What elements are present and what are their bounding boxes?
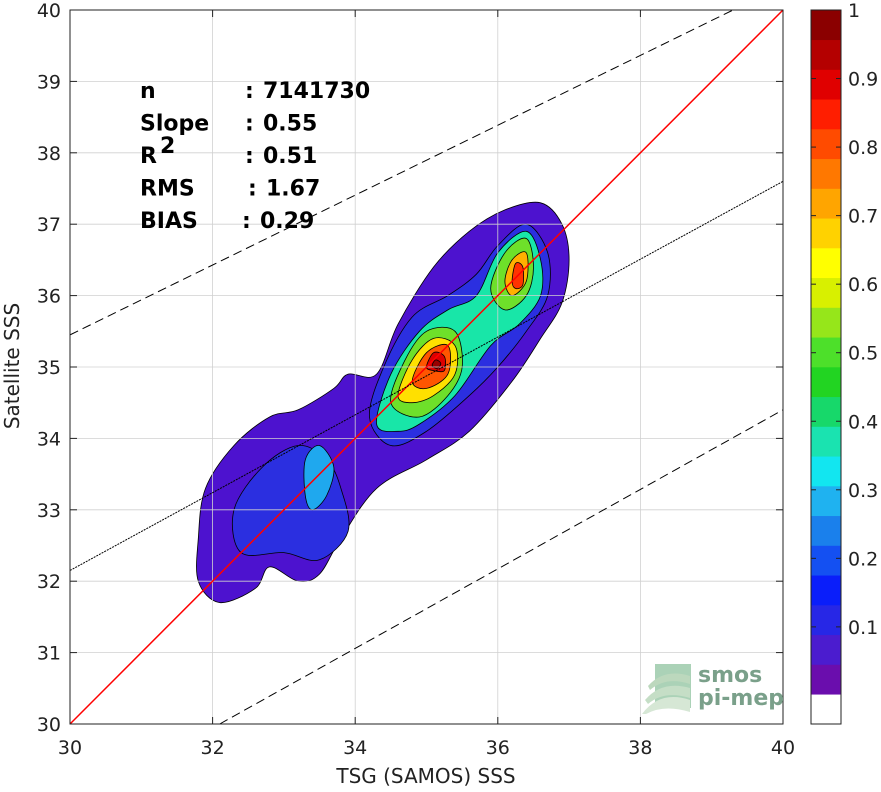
y-tick-label: 37 (37, 214, 61, 236)
x-axis-label: TSG (SAMOS) SSS (335, 764, 515, 788)
y-tick-label: 34 (37, 428, 61, 450)
lower-bound-line (219, 409, 784, 725)
stat-value: 1.67 (266, 177, 320, 202)
colorbar-tick-label: 0.7 (848, 206, 878, 228)
y-tick-label: 31 (37, 643, 61, 665)
colorbar-segment (811, 634, 841, 665)
y-tick-label: 39 (37, 71, 61, 93)
colorbar-segment (811, 307, 841, 338)
colorbar-tick-label: 0.6 (848, 274, 878, 296)
colorbar-tick-label: 0.5 (848, 343, 878, 365)
colorbar-segment (811, 218, 841, 249)
colorbar-segment (811, 396, 841, 427)
stat-label: n (140, 79, 156, 104)
colorbar-segment (811, 129, 841, 160)
logo-text-smos: smos (698, 663, 762, 688)
smos-pi-mep-logo: smos pi-mep (642, 663, 784, 714)
logo-text-pi-mep: pi-mep (698, 686, 784, 711)
x-tick-label: 34 (343, 737, 367, 759)
stat-separator: : (245, 144, 254, 169)
stat-label-superscript: 2 (160, 134, 175, 159)
colorbar: 0.1 0.2 0.3 0.4 0.5 0.6 0.7 0.8 0.9 1 (810, 0, 878, 725)
colorbar-tick-label: 0.4 (848, 411, 878, 433)
colorbar-segment (811, 99, 841, 130)
grid-lines (70, 10, 783, 724)
y-tick-label: 33 (37, 500, 61, 522)
x-tick-label: 38 (628, 737, 652, 759)
y-tick-label: 38 (37, 143, 61, 165)
regression-line (69, 180, 784, 571)
colorbar-segment (811, 188, 841, 219)
x-axis-ticks: 30 32 34 36 38 40 (58, 10, 795, 759)
stat-label: Slope (140, 112, 209, 137)
density-contours (196, 201, 570, 604)
stat-value: 0.51 (263, 144, 317, 169)
colorbar-segment (811, 605, 841, 636)
x-tick-label: 32 (201, 737, 225, 759)
colorbar-segment (811, 575, 841, 606)
logo-waves-icon (642, 664, 691, 714)
y-tick-label: 36 (37, 286, 61, 308)
stat-label: BIAS (140, 209, 198, 234)
colorbar-tick-label: 0.8 (848, 137, 878, 159)
colorbar-segment (811, 456, 841, 487)
stat-value: 0.55 (263, 112, 317, 137)
stat-label: R (140, 144, 157, 169)
colorbar-segment (811, 277, 841, 308)
identity-line (69, 9, 784, 725)
y-tick-label: 30 (37, 714, 61, 736)
colorbar-segment (811, 367, 841, 398)
stat-value: 7141730 (263, 79, 370, 104)
colorbar-segment (811, 248, 841, 279)
stat-separator: : (242, 209, 251, 234)
colorbar-segment (811, 515, 841, 546)
x-tick-label: 36 (486, 737, 510, 759)
y-tick-label: 32 (37, 571, 61, 593)
colorbar-tick-label: 1 (848, 0, 860, 22)
stat-label: RMS (140, 177, 195, 202)
colorbar-border (810, 9, 842, 725)
colorbar-segment (811, 69, 841, 100)
upper-bound-line (69, 9, 734, 336)
colorbar-segment (811, 486, 841, 517)
colorbar-tick-label: 0.2 (848, 548, 878, 570)
stat-separator: : (245, 112, 254, 137)
x-tick-label: 30 (58, 737, 82, 759)
colorbar-segment (811, 10, 841, 41)
colorbar-segment (811, 694, 841, 725)
colorbar-segment (811, 664, 841, 695)
colorbar-segment (811, 426, 841, 457)
stat-value: 0.29 (260, 209, 314, 234)
y-axis-label: Satellite SSS (0, 303, 24, 429)
reference-lines (69, 9, 784, 725)
y-tick-label: 40 (37, 0, 61, 22)
colorbar-tick-label: 0.3 (848, 480, 878, 502)
colorbar-tick-label: 0.9 (848, 69, 878, 91)
x-tick-label: 40 (771, 737, 795, 759)
stat-separator: : (248, 177, 257, 202)
colorbar-tick-label: 0.1 (848, 617, 878, 639)
y-tick-label: 35 (37, 357, 61, 379)
stat-separator: : (245, 79, 254, 104)
y-axis-ticks: 30 31 32 33 34 35 36 37 38 39 40 (37, 0, 783, 736)
contour-level-12 (431, 359, 442, 369)
statistics-box: n: 7141730 Slope: 0.55 R 2: 0.51 RMS: 1.67 BI… (140, 79, 370, 234)
colorbar-segment (811, 158, 841, 189)
colorbar-segment (811, 545, 841, 576)
colorbar-segment (811, 39, 841, 70)
